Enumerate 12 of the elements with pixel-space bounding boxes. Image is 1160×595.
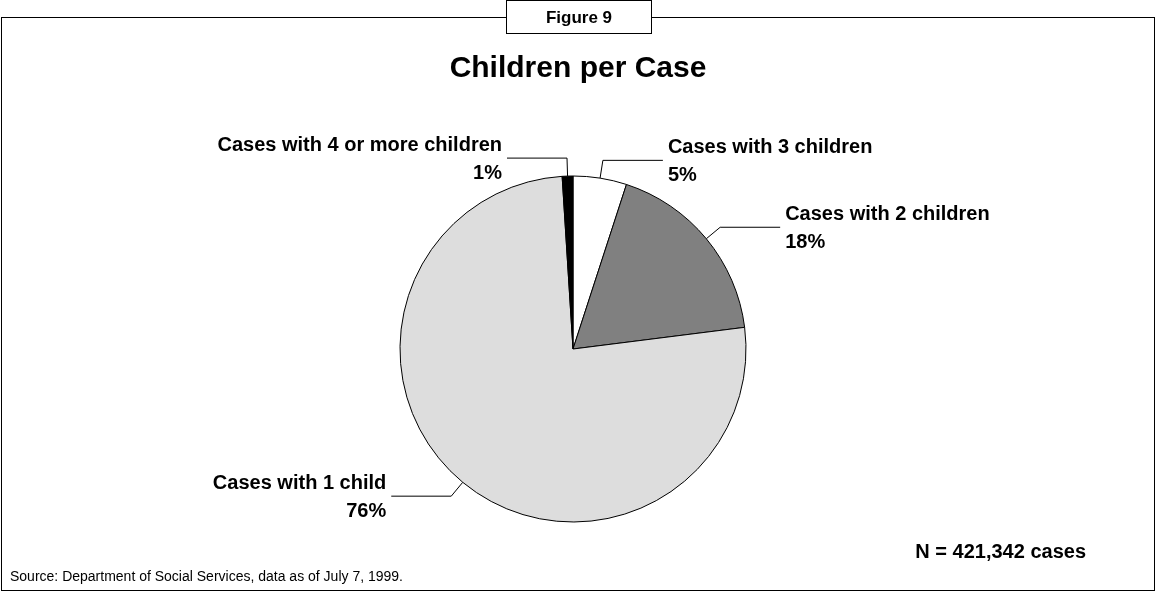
slice-label: Cases with 1 child — [212, 471, 387, 494]
slice-label: Cases with 2 children — [785, 202, 990, 225]
text: N = 421,342 cases — [915, 540, 1086, 563]
slice-label: Cases with 4 or more children — [217, 133, 502, 156]
source-note: Source: Department of Social Services, data as of July 7, 1999. — [10, 568, 403, 584]
data-label: 1% — [473, 161, 503, 184]
data-label: 5% — [667, 163, 697, 186]
slice-label: Cases with 3 children — [667, 135, 873, 158]
data-label: 18% — [785, 230, 826, 253]
data-label: 76% — [346, 499, 387, 522]
chart-title: Children per Case — [449, 49, 707, 83]
caption: Figure 9 — [506, 0, 652, 34]
